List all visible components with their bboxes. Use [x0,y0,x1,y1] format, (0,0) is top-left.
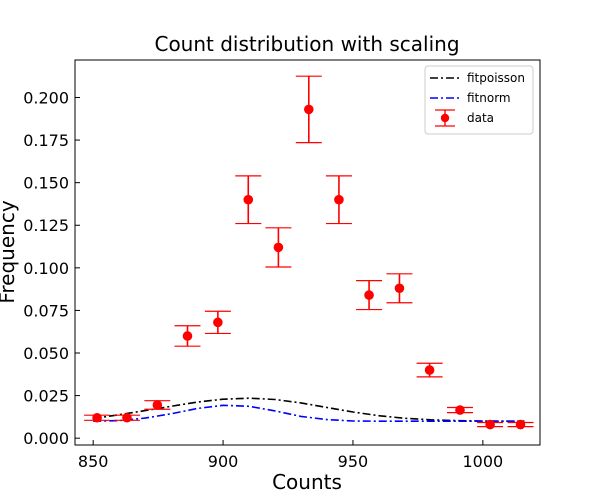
data-point [235,175,262,225]
data-marker [122,412,132,423]
y-tick-label: 0.200 [23,88,69,107]
data-point [84,412,111,423]
legend-item-fitnorm: fitnorm [430,91,511,105]
legend-label: fitnorm [467,91,511,105]
y-axis-ticks: 0.000 0.025 0.050 0.075 0.100 0.125 0.150 0.175… [23,88,80,448]
legend: fitpoisson fitnorm data [424,65,534,135]
x-tick-label: 900 [208,452,239,471]
data-marker [455,405,465,415]
data-marker [152,400,163,410]
y-tick-label: 0.050 [23,344,69,363]
chart-title: Count distribution with scaling [154,32,459,56]
plot-content [84,75,534,430]
y-tick-label: 0.075 [23,301,69,320]
data-marker [334,194,344,205]
x-tick-label: 850 [78,452,109,471]
x-axis-label: Counts [272,470,342,494]
plot-frame [74,59,541,446]
data-point [386,273,413,304]
legend-item-data: data [435,109,494,127]
x-axis-ticks: 850 900 950 1000 [78,440,503,471]
data-point [446,405,473,415]
data-point [416,362,443,378]
data-point [204,310,231,335]
legend-label: fitpoisson [467,71,525,85]
x-tick-label: 950 [338,452,369,471]
y-tick-label: 0.100 [23,259,69,278]
data-point [477,419,504,430]
fitnorm-line [93,404,525,423]
legend-label: data [467,111,494,125]
data-point [295,75,322,144]
y-tick-label: 0.150 [23,174,69,193]
data-point [144,400,171,410]
data-marker [515,419,526,430]
y-tick-label: 0.000 [23,429,69,448]
legend-box [424,65,534,135]
data-marker [92,412,102,423]
data-point [507,419,534,430]
data-marker [394,283,405,294]
data-point [174,325,201,347]
data-point [356,280,383,311]
data-marker [243,194,254,205]
y-tick-label: 0.175 [23,131,69,150]
y-axis-label: Frequency [0,200,19,303]
x-tick-label: 1000 [462,452,503,471]
data-marker [303,104,314,115]
y-tick-label: 0.125 [23,216,69,235]
data-marker [364,290,374,300]
y-tick-label: 0.025 [23,387,69,406]
data-marker [273,242,284,253]
data-marker [182,331,193,341]
data-point [113,412,140,423]
data-marker [485,419,495,430]
data-point [265,227,292,268]
legend-item-fitpoisson: fitpoisson [430,71,525,85]
legend-swatch-marker [440,113,450,123]
data-point [325,175,352,225]
data-marker [213,317,223,328]
data-marker [424,365,435,375]
